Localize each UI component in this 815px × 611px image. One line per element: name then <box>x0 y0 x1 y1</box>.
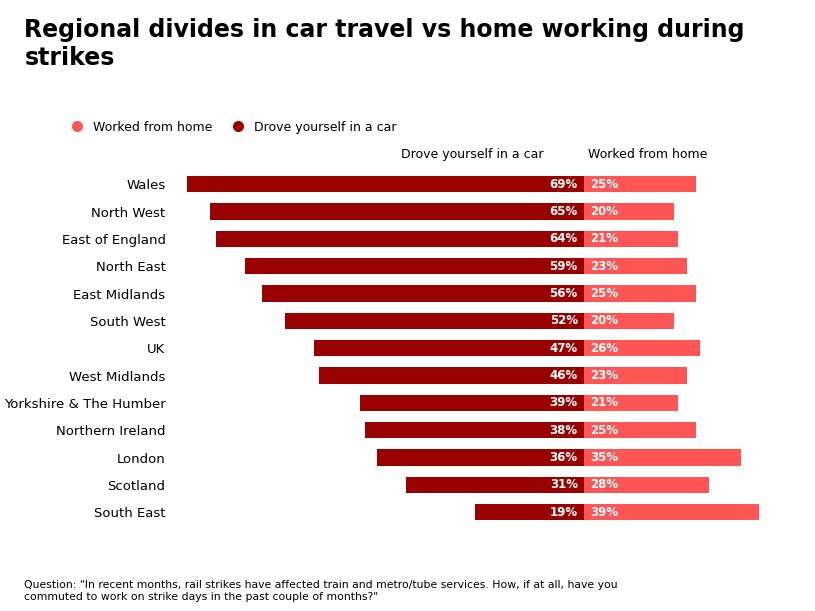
Text: 52%: 52% <box>549 315 578 327</box>
Bar <box>584 203 673 220</box>
Bar <box>210 203 584 220</box>
Bar <box>584 258 687 274</box>
Bar <box>216 231 584 247</box>
Text: 35%: 35% <box>591 451 619 464</box>
Text: 23%: 23% <box>591 369 619 382</box>
Text: 26%: 26% <box>591 342 619 355</box>
Text: 21%: 21% <box>591 232 619 246</box>
Text: Worked from home: Worked from home <box>588 148 707 161</box>
Text: Drove yourself in a car: Drove yourself in a car <box>401 148 544 161</box>
Bar <box>584 367 687 384</box>
Text: 21%: 21% <box>591 397 619 409</box>
Text: 31%: 31% <box>549 478 578 491</box>
Text: 38%: 38% <box>549 424 578 437</box>
Text: 47%: 47% <box>549 342 578 355</box>
Text: 65%: 65% <box>549 205 578 218</box>
Text: 28%: 28% <box>591 478 619 491</box>
Bar <box>406 477 584 493</box>
Bar <box>584 340 700 356</box>
Bar <box>584 504 759 521</box>
Bar <box>319 367 584 384</box>
Bar <box>584 231 678 247</box>
Text: 64%: 64% <box>549 232 578 246</box>
Bar <box>365 422 584 439</box>
Text: 39%: 39% <box>591 506 619 519</box>
Text: 20%: 20% <box>591 315 619 327</box>
Bar <box>584 477 709 493</box>
Text: 20%: 20% <box>591 205 619 218</box>
Text: 69%: 69% <box>549 178 578 191</box>
Bar <box>359 395 584 411</box>
Bar <box>285 313 584 329</box>
Text: Question: "In recent months, rail strikes have affected train and metro/tube ser: Question: "In recent months, rail strike… <box>24 580 618 602</box>
Text: 39%: 39% <box>549 397 578 409</box>
Text: 25%: 25% <box>591 178 619 191</box>
Text: 56%: 56% <box>549 287 578 300</box>
Bar <box>584 395 678 411</box>
Bar <box>377 450 584 466</box>
Text: 46%: 46% <box>549 369 578 382</box>
Text: 36%: 36% <box>549 451 578 464</box>
Bar <box>314 340 584 356</box>
Bar <box>584 176 696 192</box>
Bar <box>584 422 696 439</box>
Legend: Worked from home, Drove yourself in a car: Worked from home, Drove yourself in a ca… <box>59 116 402 139</box>
Bar <box>584 285 696 302</box>
Text: Regional divides in car travel vs home working during
strikes: Regional divides in car travel vs home w… <box>24 18 745 70</box>
Text: 59%: 59% <box>549 260 578 273</box>
Bar <box>244 258 584 274</box>
Text: 25%: 25% <box>591 424 619 437</box>
Text: 25%: 25% <box>591 287 619 300</box>
Bar <box>187 176 584 192</box>
Text: 23%: 23% <box>591 260 619 273</box>
Bar <box>584 313 673 329</box>
Bar <box>584 450 741 466</box>
Bar <box>262 285 584 302</box>
Bar <box>475 504 584 521</box>
Text: 19%: 19% <box>549 506 578 519</box>
